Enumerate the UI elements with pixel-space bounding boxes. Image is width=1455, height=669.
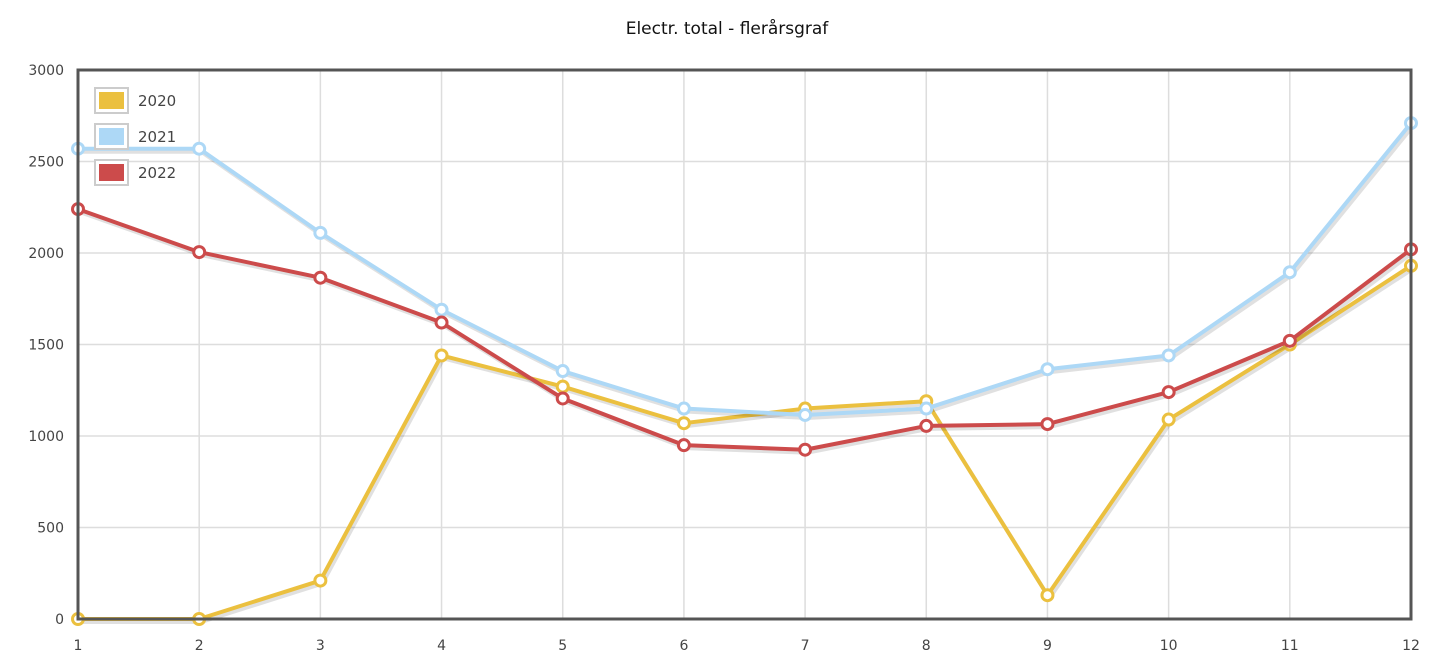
data-point[interactable] bbox=[192, 141, 207, 156]
y-tick-label: 3000 bbox=[28, 63, 64, 79]
data-point[interactable] bbox=[434, 315, 449, 330]
data-point[interactable] bbox=[676, 416, 691, 431]
legend-item-2021[interactable]: 2021 bbox=[94, 123, 176, 150]
x-tick-label: 8 bbox=[922, 638, 931, 654]
y-tick-label: 1000 bbox=[28, 429, 64, 445]
data-point[interactable] bbox=[555, 391, 570, 406]
data-point[interactable] bbox=[1282, 265, 1297, 280]
data-point[interactable] bbox=[676, 438, 691, 453]
legend-item-2020[interactable]: 2020 bbox=[94, 87, 176, 114]
data-point[interactable] bbox=[1161, 348, 1176, 363]
data-point[interactable] bbox=[313, 225, 328, 240]
data-point[interactable] bbox=[1040, 588, 1055, 603]
data-point[interactable] bbox=[798, 407, 813, 422]
data-point[interactable] bbox=[1040, 417, 1055, 432]
x-tick-label: 3 bbox=[316, 638, 325, 654]
x-tick-label: 12 bbox=[1402, 638, 1420, 654]
data-point[interactable] bbox=[434, 348, 449, 363]
x-tick-label: 9 bbox=[1043, 638, 1052, 654]
y-tick-label: 2000 bbox=[28, 246, 64, 262]
series-2022 bbox=[71, 202, 1418, 457]
data-point[interactable] bbox=[1161, 385, 1176, 400]
data-point[interactable] bbox=[919, 418, 934, 433]
x-axis-ticks: 1 2 3 4 5 6 7 8 9 10 11 12 bbox=[74, 638, 1420, 654]
legend-swatch bbox=[99, 128, 124, 145]
series-shadow bbox=[80, 267, 1415, 624]
data-point[interactable] bbox=[434, 302, 449, 317]
data-point[interactable] bbox=[313, 573, 328, 588]
data-point[interactable] bbox=[798, 442, 813, 457]
series-shadow bbox=[79, 210, 1415, 455]
y-tick-label: 1500 bbox=[28, 338, 64, 354]
y-axis-ticks: 0 500 1000 1500 2000 2500 3000 bbox=[28, 63, 64, 628]
data-point[interactable] bbox=[919, 401, 934, 416]
x-tick-label: 7 bbox=[801, 638, 810, 654]
series-2020 bbox=[71, 258, 1418, 626]
legend-label: 2020 bbox=[138, 92, 176, 110]
data-point[interactable] bbox=[1161, 412, 1176, 427]
data-point[interactable] bbox=[313, 270, 328, 285]
x-tick-label: 4 bbox=[437, 638, 446, 654]
series-layer bbox=[71, 116, 1418, 626]
y-tick-label: 0 bbox=[55, 612, 64, 628]
series-line bbox=[78, 264, 1413, 621]
data-point[interactable] bbox=[555, 379, 570, 394]
data-point[interactable] bbox=[1040, 362, 1055, 377]
legend-label: 2021 bbox=[138, 128, 176, 146]
x-tick-label: 1 bbox=[74, 638, 83, 654]
data-point[interactable] bbox=[192, 245, 207, 260]
grid bbox=[77, 69, 1412, 620]
legend-swatch bbox=[99, 92, 124, 109]
x-tick-label: 2 bbox=[195, 638, 204, 654]
legend: 2020 2021 2022 bbox=[94, 87, 176, 186]
legend-swatch bbox=[99, 164, 124, 181]
x-tick-label: 5 bbox=[558, 638, 567, 654]
data-point[interactable] bbox=[555, 364, 570, 379]
y-tick-label: 500 bbox=[37, 521, 64, 537]
plot-frame bbox=[76, 68, 1413, 621]
series-line bbox=[78, 121, 1413, 417]
y-tick-label: 2500 bbox=[28, 155, 64, 171]
legend-item-2022[interactable]: 2022 bbox=[94, 159, 176, 186]
chart-title: Electr. total - flerårsgraf bbox=[626, 18, 830, 39]
data-point[interactable] bbox=[1282, 333, 1297, 348]
x-tick-label: 6 bbox=[679, 638, 688, 654]
x-tick-label: 11 bbox=[1281, 638, 1299, 654]
legend-label: 2022 bbox=[138, 164, 176, 182]
data-point[interactable] bbox=[676, 401, 691, 416]
x-tick-label: 10 bbox=[1160, 638, 1178, 654]
series-line bbox=[77, 207, 1413, 452]
